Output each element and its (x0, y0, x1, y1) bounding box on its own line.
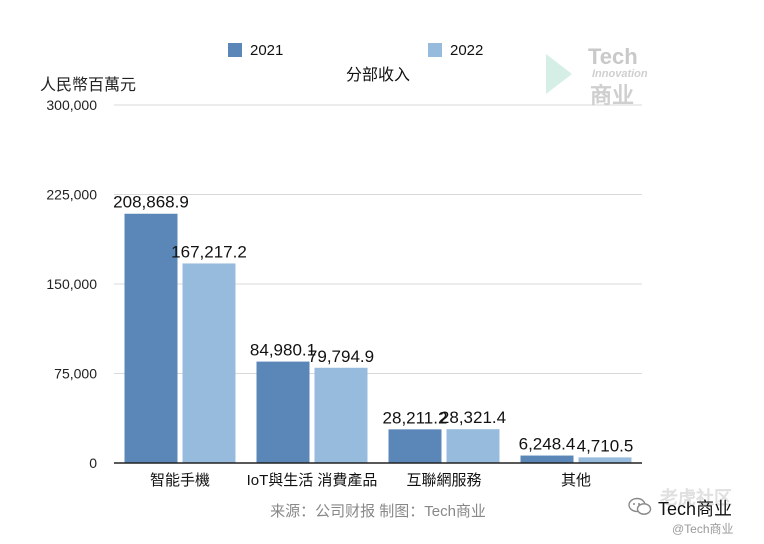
data-label-2022-2: 28,321.4 (440, 408, 506, 427)
bar-2022-0 (182, 263, 236, 463)
y-tick-label: 150,000 (46, 276, 97, 292)
x-category-label: 互聯網服務 (406, 472, 481, 489)
watermark-tagline: Innovation (592, 68, 648, 80)
y-tick-label: 225,000 (46, 187, 97, 203)
data-labels: 208,868.9 167,217.2 84,980.179,794.9 28,211… (113, 193, 633, 456)
legend-swatch-2021 (228, 43, 242, 57)
data-label-2021-1: 84,980.1 (250, 341, 316, 360)
x-category-label: 智能手機 (150, 471, 210, 489)
data-label-2021-0: 208,868.9 (113, 193, 189, 212)
source-note: 来源：公司财报 制图：Tech商业 (270, 503, 486, 520)
chart-title: 分部收入 (346, 66, 410, 84)
bar-2022-1 (314, 367, 368, 463)
y-tick-label: 300,000 (46, 97, 97, 113)
y-tick-label: 0 (89, 455, 97, 471)
y-axis-label: 人民幣百萬元 (40, 76, 136, 94)
y-tick-label: 75,000 (54, 366, 97, 382)
bar-2021-1 (256, 361, 310, 463)
data-label-2021-2: 28,211.2 (383, 408, 448, 427)
bar-2021-2 (388, 429, 442, 463)
legend: 2021 2022 (228, 42, 483, 59)
footer-handle: @Tech商业 (672, 522, 734, 536)
watermark-brand: Tech (588, 44, 638, 69)
legend-swatch-2022 (428, 43, 442, 57)
bars (124, 213, 632, 463)
data-label-2022-3: 4,710.5 (577, 436, 634, 455)
x-category-label: 其他 (561, 472, 591, 489)
bar-2022-3 (578, 457, 632, 463)
bar-2022-2 (446, 429, 500, 463)
footer-blurred-text: 老虎社区 (660, 488, 732, 508)
x-category-label: IoT與生活 消費產品 (247, 472, 378, 489)
data-label-2022-0: 167,217.2 (171, 242, 247, 261)
data-label-2022-1: 79,794.9 (308, 347, 374, 366)
bar-2021-0 (124, 213, 178, 463)
wechat-icon (628, 497, 652, 515)
watermark-brand-cn: 商业 (590, 83, 635, 108)
x-axis-categories: 智能手機 IoT與生活 消費產品 互聯網服務 其他 (150, 471, 591, 489)
data-label-2021-3: 6,248.4 (519, 435, 576, 454)
legend-label-2022: 2022 (450, 42, 483, 59)
footer-channel: Tech商业 (658, 499, 733, 519)
y-axis-ticks: 0 75,000 150,000 225,000 300,000 (46, 97, 97, 471)
bar-2021-3 (520, 455, 574, 463)
watermark-arrow-icon (546, 54, 572, 94)
legend-label-2021: 2021 (250, 42, 283, 59)
